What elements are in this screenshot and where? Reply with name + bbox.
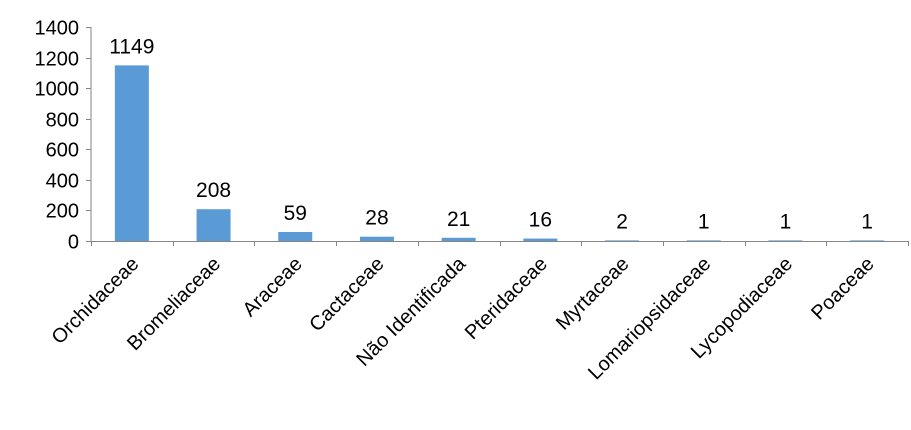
y-tick-label: 400	[46, 171, 79, 193]
y-tick-label: 1200	[35, 49, 80, 71]
bar	[441, 237, 476, 241]
data-label: 59	[284, 202, 307, 225]
data-label: 28	[365, 207, 388, 230]
category-label: Cactaceae	[305, 253, 388, 336]
bar	[278, 231, 313, 241]
data-label: 1149	[109, 35, 154, 58]
data-label: 208	[196, 179, 231, 202]
y-tick-label: 600	[46, 140, 79, 162]
y-tick-label: 1000	[35, 79, 80, 101]
bar	[359, 236, 394, 241]
x-axis	[91, 241, 909, 246]
category-label: Poaceae	[807, 253, 878, 324]
bars	[114, 65, 885, 241]
data-label: 21	[447, 208, 470, 231]
data-label: 2	[616, 210, 628, 233]
data-label: 1	[780, 210, 792, 233]
y-tick-label: 800	[46, 110, 79, 132]
bar	[523, 238, 558, 241]
y-axis: 0 200 400 600 800 1000 1200 1400	[35, 18, 92, 254]
bar	[605, 240, 640, 241]
bar	[768, 240, 803, 241]
category-label: Pteridaceae	[461, 253, 552, 344]
bar	[114, 65, 149, 241]
bar	[850, 240, 885, 241]
data-label: 1	[861, 210, 873, 233]
category-label: Myrtaceae	[552, 253, 634, 335]
data-label: 16	[529, 209, 552, 232]
data-label: 1	[698, 210, 710, 233]
category-label: Araceae	[239, 253, 307, 321]
y-tick-label: 0	[68, 232, 79, 254]
bar	[686, 240, 721, 241]
bar	[196, 209, 231, 241]
y-tick-label: 1400	[35, 18, 80, 40]
y-tick-label: 200	[46, 201, 79, 223]
